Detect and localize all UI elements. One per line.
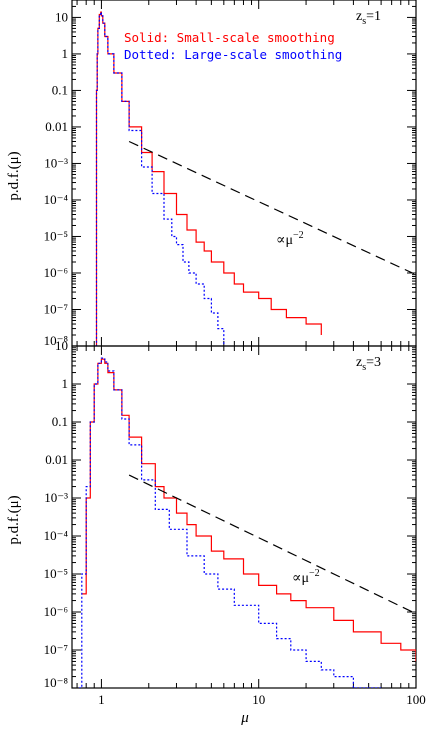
bottom-panel-series bbox=[79, 357, 416, 688]
y-tick-label: 1 bbox=[62, 46, 69, 61]
x-axis-label: μ bbox=[240, 710, 249, 726]
top-panel-series bbox=[95, 11, 416, 346]
y-tick-label: 10⁻⁵ bbox=[44, 228, 68, 243]
y-tick-label: 10⁻⁷ bbox=[44, 642, 68, 657]
legend-dotted-label: Dotted: Large-scale smoothing bbox=[124, 47, 342, 62]
small-scale-smoothing-curve bbox=[81, 358, 416, 662]
y-tick-label: 10⁻⁸ bbox=[44, 675, 69, 690]
y-tick-label: 0.01 bbox=[45, 452, 68, 467]
y-tick-label: 10⁻⁵ bbox=[44, 566, 68, 581]
y-tick-label: 10⁻⁶ bbox=[44, 604, 68, 619]
small-scale-smoothing-curve bbox=[95, 11, 322, 346]
series-group bbox=[79, 357, 416, 688]
y-tick-label: 0.1 bbox=[52, 414, 68, 429]
bottom-panel-y-axis-label: p.d.f.(μ) bbox=[6, 495, 22, 544]
y-tick-label: 1 bbox=[62, 376, 69, 391]
y-tick-label: 10⁻⁴ bbox=[44, 192, 69, 207]
bottom-panel-x-tick-labels: 1 10 100 bbox=[98, 692, 426, 707]
power-law-reference-line bbox=[128, 474, 416, 615]
bottom-panel-ticks bbox=[72, 345, 417, 689]
large-scale-smoothing-curve bbox=[79, 357, 382, 688]
x-tick-label: 100 bbox=[406, 692, 426, 707]
bottom-panel-frame bbox=[71, 345, 417, 689]
large-scale-smoothing-curve bbox=[95, 11, 225, 346]
x-tick-label: 1 bbox=[98, 692, 105, 707]
power-law-reference-line bbox=[128, 140, 416, 276]
bottom-panel-power-law-annotation: ∝μ−2 bbox=[292, 568, 320, 586]
y-tick-label: 10⁻⁷ bbox=[44, 301, 68, 316]
y-tick-label: 10⁻⁶ bbox=[44, 265, 68, 280]
top-panel-y-tick-labels: 10 1 0.1 0.01 10⁻³ 10⁻⁴ 10⁻⁵ 10⁻⁶ 10⁻⁷ 10⁻⁸ bbox=[44, 9, 69, 348]
y-tick-label: 10 bbox=[55, 338, 68, 353]
series-group bbox=[95, 11, 416, 346]
bottom-panel-y-tick-labels: 10 1 0.1 0.01 10⁻³ 10⁻⁴ 10⁻⁵ 10⁻⁶ 10⁻⁷ 10⁻⁸ bbox=[44, 338, 69, 690]
y-tick-label: 10⁻³ bbox=[44, 490, 68, 505]
top-panel-label: zs=1 bbox=[356, 9, 381, 27]
y-tick-label: 10⁻⁴ bbox=[44, 528, 69, 543]
x-tick-label: 10 bbox=[252, 692, 265, 707]
top-panel-y-axis-label: p.d.f.(μ) bbox=[6, 151, 22, 200]
y-tick-label: 10⁻³ bbox=[44, 155, 68, 170]
bottom-panel-label: zs=3 bbox=[356, 355, 381, 373]
y-tick-label: 10⁻⁸ bbox=[44, 333, 69, 348]
top-panel-ticks bbox=[72, 0, 417, 347]
legend-solid-label: Solid: Small-scale smoothing bbox=[124, 30, 335, 45]
y-tick-label: 0.01 bbox=[45, 119, 68, 134]
y-tick-label: 10 bbox=[55, 9, 68, 24]
top-panel-power-law-annotation: ∝μ−2 bbox=[276, 230, 304, 248]
y-tick-label: 0.1 bbox=[52, 82, 68, 97]
